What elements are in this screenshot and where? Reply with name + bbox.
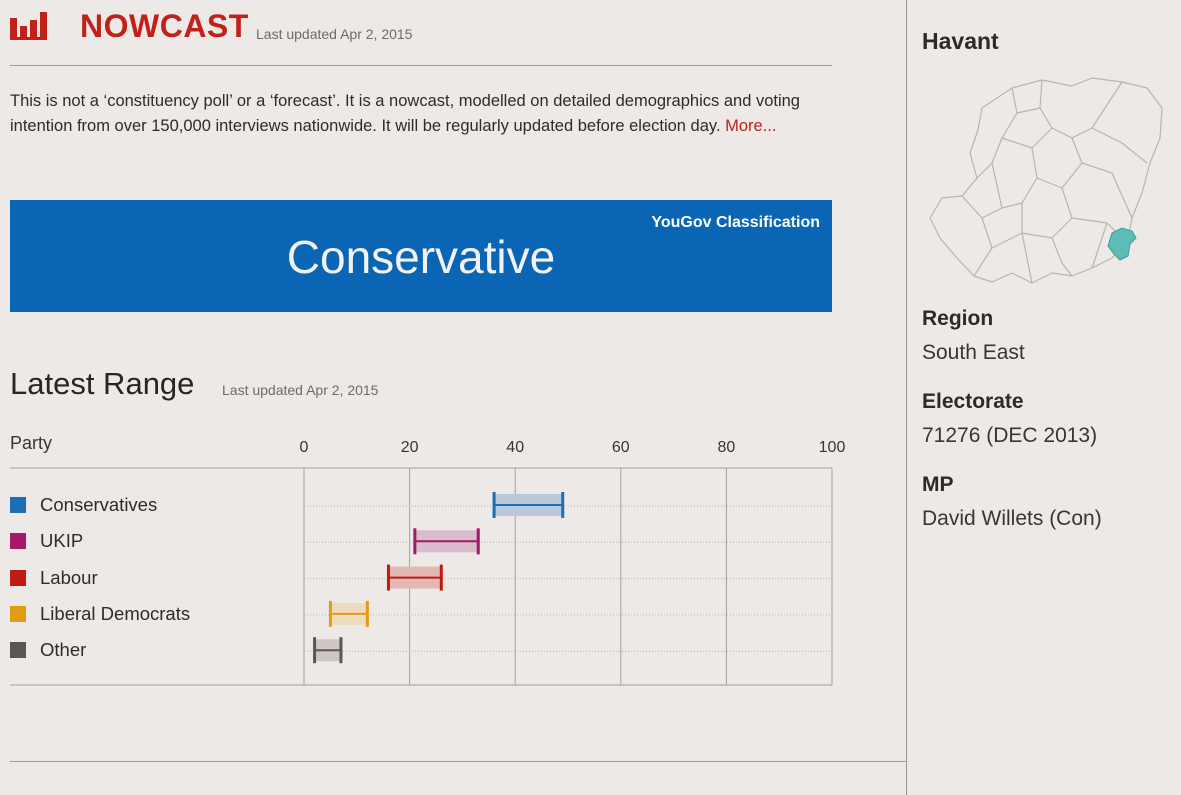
region-value: South East bbox=[922, 341, 1025, 364]
region-map[interactable] bbox=[922, 68, 1167, 293]
sidebar: Havant Region South East Electorate 7127… bbox=[906, 0, 1181, 795]
region-label: Region bbox=[922, 307, 994, 330]
legend-label: Other bbox=[40, 639, 87, 661]
x-tick-label: 40 bbox=[506, 439, 524, 456]
electorate-label: Electorate bbox=[922, 390, 1024, 413]
intro-text: This is not a ‘constituency poll’ or a ‘… bbox=[10, 89, 840, 139]
legend-swatch bbox=[10, 533, 26, 550]
intro-body: This is not a ‘constituency poll’ or a ‘… bbox=[10, 92, 800, 135]
legend-swatch bbox=[10, 497, 26, 513]
constituency-name: Havant bbox=[922, 28, 999, 54]
bottom-divider bbox=[10, 761, 906, 762]
legend-swatch bbox=[10, 642, 26, 659]
legend-label: Labour bbox=[40, 566, 98, 588]
mp-value: David Willets (Con) bbox=[922, 507, 1102, 530]
legend-swatch bbox=[10, 569, 26, 586]
x-tick-label: 0 bbox=[300, 439, 309, 456]
range-chart: 0 20 40 60 80 100 bbox=[10, 439, 846, 686]
legend-label: UKIP bbox=[40, 530, 84, 552]
x-tick-label: 100 bbox=[819, 439, 846, 456]
x-tick-label: 20 bbox=[401, 439, 419, 456]
mp-label: MP bbox=[922, 473, 954, 496]
x-tick-label: 60 bbox=[612, 439, 630, 456]
range-updated: Last updated Apr 2, 2015 bbox=[222, 382, 379, 398]
classification-label: YouGov Classification bbox=[651, 214, 820, 231]
party-column-header: Party bbox=[10, 433, 53, 453]
x-tick-label: 80 bbox=[718, 439, 736, 456]
classification-banner: YouGov Classification Conservative bbox=[10, 200, 832, 312]
header-updated: Last updated Apr 2, 2015 bbox=[256, 26, 413, 42]
brand-title[interactable]: NOWCAST bbox=[80, 8, 249, 44]
classification-value: Conservative bbox=[286, 231, 556, 283]
page-header: NOWCAST Last updated Apr 2, 2015 bbox=[10, 8, 832, 66]
highlighted-constituency bbox=[1107, 227, 1137, 261]
main-panel: NOWCAST Last updated Apr 2, 2015 This is… bbox=[10, 8, 906, 762]
legend-label: Conservatives bbox=[40, 494, 158, 515]
bar-chart-icon bbox=[10, 12, 47, 40]
more-link[interactable]: More... bbox=[725, 117, 777, 135]
range-title: Latest Range bbox=[10, 366, 195, 401]
legend-label: Liberal Democrats bbox=[40, 602, 191, 624]
electorate-value: 71276 (DEC 2013) bbox=[922, 424, 1098, 447]
legend-swatch bbox=[10, 605, 26, 622]
